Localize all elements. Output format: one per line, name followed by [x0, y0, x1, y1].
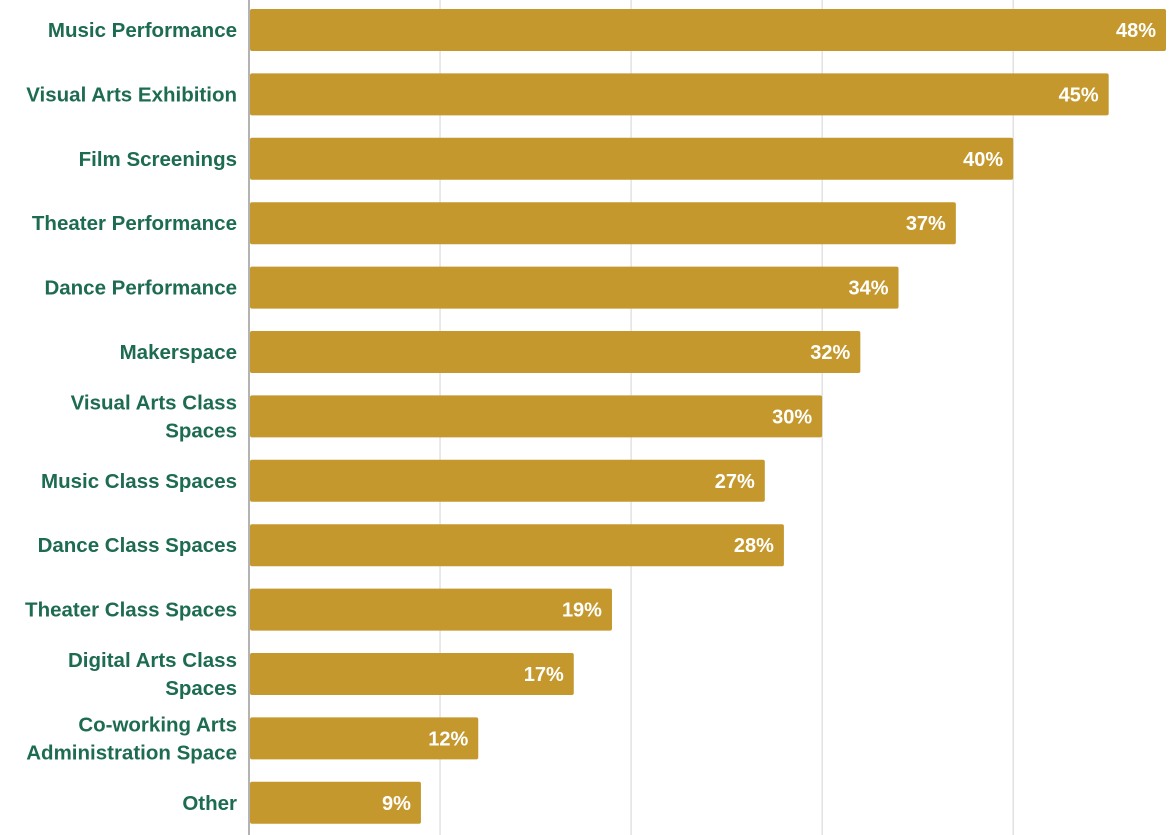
value-label-12: 9%: [382, 793, 411, 815]
value-label-4: 34%: [849, 278, 889, 300]
value-label-11: 12%: [428, 728, 468, 750]
value-label-5: 32%: [810, 342, 850, 364]
category-label-10-line-1: Spaces: [165, 677, 237, 700]
bar-12: [250, 781, 421, 824]
bar-5: [250, 331, 861, 373]
category-label-11-line-0: Co-working Arts: [78, 713, 237, 736]
category-label-4: Dance Performance: [44, 277, 237, 300]
value-label-1: 45%: [1059, 84, 1099, 106]
category-label-12: Other: [182, 792, 237, 815]
value-label-9: 19%: [562, 600, 602, 622]
bar-11: [250, 717, 479, 760]
category-label-6-line-0: Visual Arts Class: [71, 391, 237, 414]
bar-0: [250, 9, 1166, 51]
bar-10: [250, 653, 574, 695]
category-label-6-line-1: Spaces: [165, 419, 237, 442]
category-label-11-line-1: Administration Space: [26, 741, 237, 764]
value-label-0: 48%: [1116, 20, 1156, 42]
bar-2: [250, 137, 1014, 180]
value-label-2: 40%: [963, 149, 1003, 171]
category-label-7: Music Class Spaces: [41, 470, 237, 493]
value-label-6: 30%: [772, 406, 812, 428]
bar-7: [250, 459, 765, 502]
bar-1: [250, 73, 1109, 116]
category-label-0: Music Performance: [48, 19, 237, 42]
value-label-3: 37%: [906, 213, 946, 235]
category-label-9: Theater Class Spaces: [25, 599, 237, 622]
category-label-8: Dance Class Spaces: [38, 534, 237, 557]
category-label-1: Visual Arts Exhibition: [26, 83, 237, 106]
value-label-8: 28%: [734, 535, 774, 557]
value-label-7: 27%: [715, 471, 755, 493]
category-label-2: Film Screenings: [79, 148, 237, 171]
bar-4: [250, 266, 899, 309]
category-label-10-line-0: Digital Arts Class: [68, 649, 237, 672]
bar-6: [250, 395, 823, 438]
bar-3: [250, 202, 956, 245]
bar-8: [250, 524, 784, 567]
bar-9: [250, 588, 612, 631]
value-label-10: 17%: [524, 664, 564, 686]
category-label-3: Theater Performance: [32, 212, 237, 235]
category-label-5: Makerspace: [120, 341, 237, 364]
